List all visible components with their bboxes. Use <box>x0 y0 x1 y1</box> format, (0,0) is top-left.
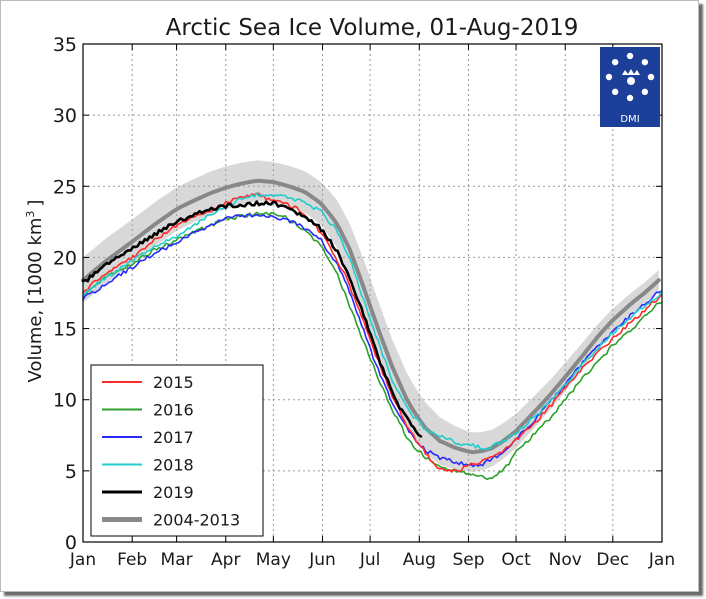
logo-star <box>626 52 634 60</box>
star-circle-icon <box>605 52 655 102</box>
y-tick-label: 35 <box>53 34 77 56</box>
legend-label: 2018 <box>153 456 194 475</box>
y-tick-label: 20 <box>53 247 77 269</box>
tick-layer: 0 5 10 15 20 25 30 35 Jan Feb Mar Apr May Jun Jul Aug Se… <box>53 34 675 570</box>
x-tick-label: May <box>256 550 291 570</box>
x-tick-label: Jul <box>359 550 381 570</box>
legend-label: 2017 <box>153 428 194 447</box>
x-tick-label: Jan <box>648 550 675 570</box>
series-layer <box>81 178 663 481</box>
logo-star <box>605 73 613 81</box>
x-tick-label: Feb <box>117 550 147 570</box>
sea-ice-volume-chart: Arctic Sea Ice Volume, 01-Aug-2019 0 5 10 1… <box>24 15 675 570</box>
series-line-2016 <box>82 211 663 481</box>
series-line-2015 <box>82 192 663 473</box>
y-axis-label: Volume, [1000 km3] <box>24 200 46 383</box>
x-tick-label: Nov <box>549 550 582 570</box>
logo-star <box>611 58 619 66</box>
legend-label: 2004-2013 <box>153 511 240 530</box>
x-tick-label: Dec <box>596 550 629 570</box>
series-line-2004-2013 <box>81 178 661 455</box>
legend-label: 2015 <box>153 373 194 392</box>
chart-frame: Arctic Sea Ice Volume, 01-Aug-2019 0 5 10 1… <box>0 0 699 592</box>
y-tick-label: 30 <box>53 105 77 127</box>
x-tick-label: Aug <box>403 550 436 570</box>
y-tick-label: 0 <box>65 532 77 554</box>
x-tick-label: Sep <box>452 550 484 570</box>
logo-star <box>647 73 655 81</box>
legend-label: 2016 <box>153 401 194 420</box>
y-tick-label: 25 <box>53 176 77 198</box>
series-line-2018 <box>82 192 663 451</box>
logo-star <box>641 58 649 66</box>
logo-star <box>641 88 649 96</box>
x-tick-label: Jun <box>308 550 336 570</box>
x-tick-label: Apr <box>211 550 240 570</box>
crown-icon <box>622 69 640 75</box>
x-tick-label: Jan <box>69 550 96 570</box>
chart-title: Arctic Sea Ice Volume, 01-Aug-2019 <box>166 15 579 41</box>
dmi-logo: DMI <box>600 47 660 127</box>
x-tick-label: Oct <box>501 550 531 570</box>
logo-text: DMI <box>620 114 639 125</box>
y-tick-label: 5 <box>65 461 77 483</box>
climatology-band <box>83 160 659 472</box>
x-tick-label: Mar <box>161 550 193 570</box>
y-tick-label: 10 <box>53 390 77 412</box>
logo-star <box>611 88 619 96</box>
series-line-2019 <box>81 200 423 438</box>
legend: 2015 2016 2017 2018 2019 2004-2013 <box>90 364 264 537</box>
legend-label: 2019 <box>153 483 194 502</box>
y-tick-label: 15 <box>53 319 77 341</box>
logo-star <box>626 94 634 102</box>
band-layer <box>83 160 659 472</box>
plot-area <box>82 43 663 543</box>
